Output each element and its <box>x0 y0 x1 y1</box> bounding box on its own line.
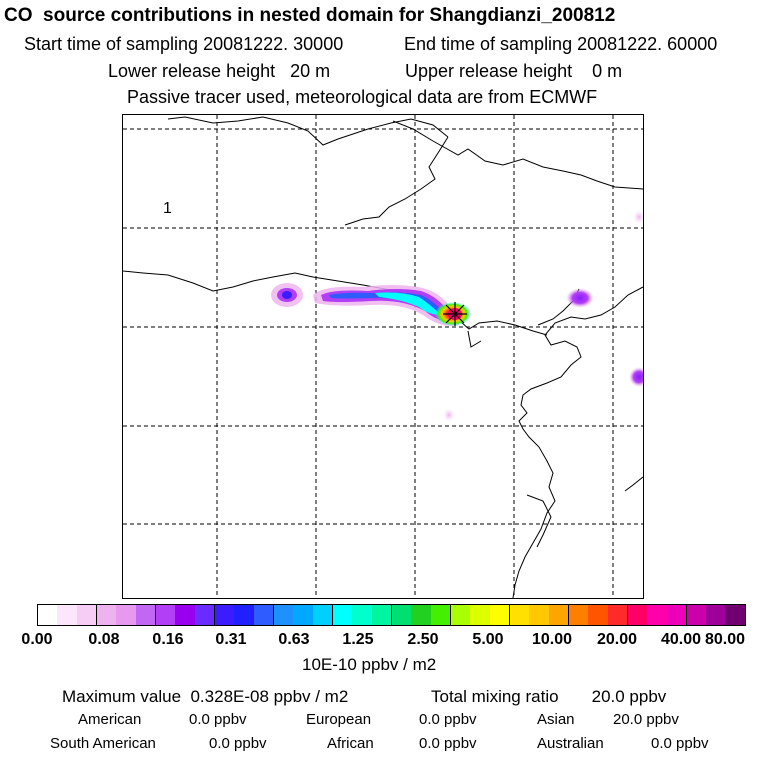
colorbar-segment <box>57 605 77 625</box>
colorbar <box>37 604 746 626</box>
colorbar-segment <box>529 605 549 625</box>
upper-release-height: Upper release height 0 m <box>405 61 623 81</box>
colorbar-segment <box>214 605 235 625</box>
colorbar-segment <box>96 605 117 625</box>
region-european: European <box>306 711 372 728</box>
colorbar-segment <box>411 605 431 625</box>
colorbar-segment <box>234 605 254 625</box>
region-asian-value: 20.0 ppbv <box>613 711 679 728</box>
colorbar-tick: 40.00 <box>660 631 702 648</box>
colorbar-segment <box>352 605 372 625</box>
end-time: End time of sampling 20081222. 60000 <box>404 34 718 54</box>
colorbar-tick: 2.50 <box>407 631 439 648</box>
map-panel: 1 <box>122 114 644 599</box>
colorbar-tick: 0.00 <box>21 631 53 648</box>
colorbar-segment <box>155 605 176 625</box>
region-african: African <box>327 735 374 752</box>
colorbar-unit: 10E-10 ppbv / m2 <box>302 655 437 674</box>
colorbar-segment <box>686 605 707 625</box>
colorbar-segment <box>391 605 412 625</box>
station-marker-icon <box>443 302 467 326</box>
colorbar-segment <box>175 605 195 625</box>
colorbar-segment <box>666 605 687 625</box>
region-south-american: South American <box>50 735 156 752</box>
colorbar-segment <box>627 605 648 625</box>
colorbar-segment <box>607 605 628 625</box>
region-american: American <box>78 711 142 728</box>
colorbar-segment <box>293 605 313 625</box>
lower-release-height: Lower release height 20 m <box>108 61 331 81</box>
colorbar-segment <box>38 605 58 625</box>
total-mixing-ratio: Total mixing ratio 20.0 ppbv <box>431 687 667 706</box>
colorbar-segment <box>371 605 392 625</box>
map-grid <box>123 115 643 598</box>
colorbar-tick: 0.16 <box>152 631 184 648</box>
colorbar-tick: 20.00 <box>596 631 638 648</box>
colorbar-segment <box>312 605 333 625</box>
region-european-value: 0.0 ppbv <box>419 711 477 728</box>
colorbar-segment <box>273 605 294 625</box>
colorbar-segment <box>568 605 589 625</box>
colorbar-tick: 5.00 <box>472 631 504 648</box>
region-south-american-value: 0.0 ppbv <box>209 735 267 752</box>
concentration-field <box>271 210 643 422</box>
tracer-note: Passive tracer used, meteorological data… <box>127 87 598 107</box>
colorbar-tick: 0.63 <box>278 631 310 648</box>
colorbar-segment <box>430 605 451 625</box>
colorbar-segment <box>588 605 608 625</box>
colorbar-segment <box>489 605 510 625</box>
coastlines <box>123 116 643 598</box>
colorbar-segment <box>725 605 745 625</box>
colorbar-segment <box>706 605 726 625</box>
colorbar-segment <box>647 605 667 625</box>
colorbar-segment <box>76 605 97 625</box>
colorbar-segment <box>194 605 215 625</box>
colorbar-segment <box>135 605 156 625</box>
colorbar-segment <box>332 605 353 625</box>
colorbar-tick: 1.25 <box>342 631 374 648</box>
colorbar-segment <box>470 605 490 625</box>
colorbar-tick: 80.00 <box>704 631 746 648</box>
colorbar-segment <box>548 605 569 625</box>
region-australian: Australian <box>537 735 604 752</box>
start-time: Start time of sampling 20081222. 30000 <box>24 34 344 54</box>
colorbar-segment <box>253 605 274 625</box>
plot-title: CO source contributions in nested domain… <box>4 5 616 26</box>
region-american-value: 0.0 ppbv <box>189 711 247 728</box>
region-african-value: 0.0 ppbv <box>419 735 477 752</box>
region-australian-value: 0.0 ppbv <box>651 735 709 752</box>
colorbar-segment <box>450 605 471 625</box>
max-value: Maximum value 0.328E-08 ppbv / m2 <box>62 687 349 706</box>
colorbar-tick: 10.00 <box>531 631 573 648</box>
panel-label: 1 <box>163 200 172 217</box>
map-canvas <box>123 115 643 598</box>
colorbar-segment <box>509 605 530 625</box>
colorbar-segment <box>116 605 136 625</box>
colorbar-tick: 0.31 <box>215 631 247 648</box>
colorbar-tick: 0.08 <box>88 631 120 648</box>
region-asian: Asian <box>537 711 575 728</box>
